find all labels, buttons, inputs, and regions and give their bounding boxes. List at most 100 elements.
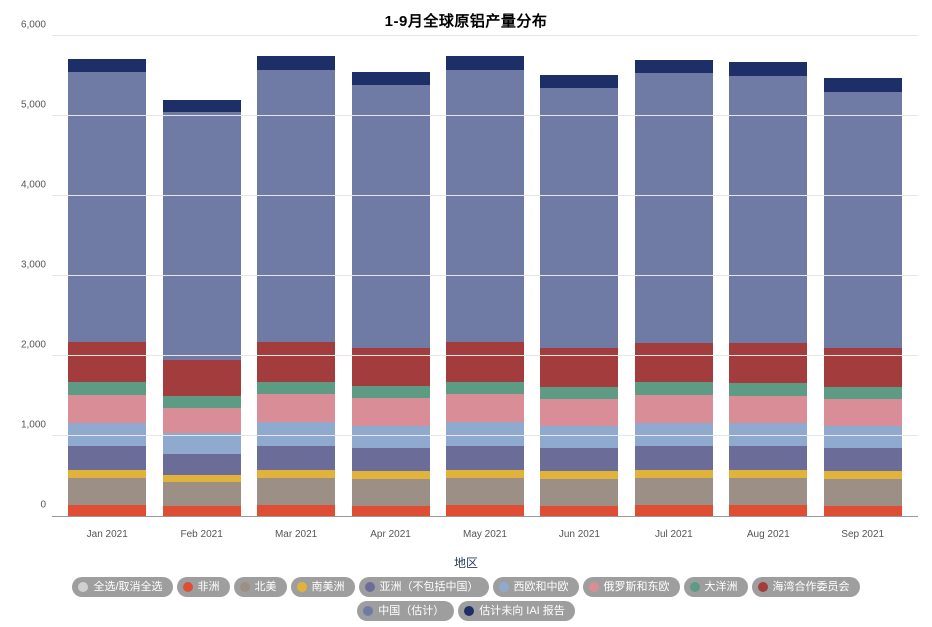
bar-column[interactable] [446,56,524,516]
bar-segment-unreported_iai[interactable] [163,100,241,112]
bar-segment-china_est[interactable] [824,92,902,349]
bar-segment-south_america[interactable] [163,475,241,482]
bar-segment-gcc[interactable] [635,343,713,383]
bar-segment-north_america[interactable] [824,479,902,505]
bar-segment-unreported_iai[interactable] [446,56,524,70]
bar-segment-russia_east_europe[interactable] [68,395,146,423]
bar-segment-north_america[interactable] [163,482,241,506]
bar-segment-asia_ex_china[interactable] [352,448,430,471]
bar-segment-asia_ex_china[interactable] [635,446,713,470]
bar-segment-russia_east_europe[interactable] [540,399,618,426]
bar-segment-asia_ex_china[interactable] [68,446,146,470]
bar-segment-africa[interactable] [540,506,618,516]
bar-segment-north_america[interactable] [729,478,807,505]
bar-segment-unreported_iai[interactable] [68,59,146,73]
legend-item[interactable]: 南美洲 [291,577,355,597]
bar-segment-unreported_iai[interactable] [540,75,618,88]
bar-segment-china_est[interactable] [729,76,807,343]
bar-segment-china_est[interactable] [635,73,713,343]
bar-segment-north_america[interactable] [257,478,335,505]
bar-column[interactable] [635,60,713,516]
bar-column[interactable] [68,59,146,516]
bar-segment-asia_ex_china[interactable] [540,448,618,471]
bar-segment-russia_east_europe[interactable] [824,399,902,426]
bar-segment-russia_east_europe[interactable] [257,394,335,422]
bar-segment-north_america[interactable] [352,479,430,505]
bar-segment-africa[interactable] [352,506,430,516]
bar-segment-gcc[interactable] [257,342,335,382]
bar-segment-unreported_iai[interactable] [729,62,807,76]
bar-segment-north_america[interactable] [446,478,524,505]
bar-segment-gcc[interactable] [352,348,430,386]
bar-segment-oceania[interactable] [824,387,902,399]
legend-item[interactable]: 估计未向 IAI 报告 [458,601,575,621]
bar-segment-oceania[interactable] [257,382,335,395]
bar-segment-china_est[interactable] [540,88,618,348]
bar-segment-gcc[interactable] [446,342,524,382]
legend-item[interactable]: 西欧和中欧 [493,577,579,597]
bar-segment-unreported_iai[interactable] [824,78,902,91]
legend-item[interactable]: 非洲 [177,577,230,597]
bar-segment-china_est[interactable] [257,70,335,342]
bar-column[interactable] [824,78,902,516]
bar-column[interactable] [257,56,335,516]
bar-segment-south_america[interactable] [824,471,902,479]
bar-segment-oceania[interactable] [163,396,241,408]
bar-segment-asia_ex_china[interactable] [163,454,241,476]
bar-segment-china_est[interactable] [163,112,241,360]
bar-segment-asia_ex_china[interactable] [257,446,335,470]
legend-item[interactable]: 中国（估计） [357,601,454,621]
bar-segment-unreported_iai[interactable] [257,56,335,70]
bar-segment-africa[interactable] [163,506,241,516]
bar-segment-russia_east_europe[interactable] [446,394,524,422]
bar-column[interactable] [729,62,807,516]
bar-segment-asia_ex_china[interactable] [824,448,902,471]
bar-column[interactable] [352,72,430,516]
bar-segment-south_america[interactable] [729,470,807,478]
bar-segment-russia_east_europe[interactable] [635,395,713,423]
legend-item[interactable]: 海湾合作委员会 [752,577,860,597]
bar-segment-south_america[interactable] [68,470,146,478]
bar-segment-asia_ex_china[interactable] [729,446,807,469]
bar-segment-china_est[interactable] [446,70,524,342]
bar-segment-oceania[interactable] [729,383,807,396]
legend-item[interactable]: 亚洲（不包括中国） [359,577,489,597]
bar-segment-south_america[interactable] [257,470,335,478]
bar-segment-north_america[interactable] [540,479,618,505]
bar-segment-africa[interactable] [446,505,524,516]
bar-segment-south_america[interactable] [635,470,713,478]
bar-segment-africa[interactable] [824,506,902,516]
bar-segment-oceania[interactable] [68,382,146,395]
bar-segment-west_central_europe[interactable] [540,426,618,448]
bar-segment-gcc[interactable] [68,342,146,382]
bar-segment-africa[interactable] [68,505,146,516]
bar-segment-west_central_europe[interactable] [824,426,902,448]
bar-segment-china_est[interactable] [68,72,146,342]
legend-item[interactable]: 俄罗斯和东欧 [583,577,680,597]
legend-item[interactable]: 全选/取消全选 [72,577,172,597]
bar-segment-north_america[interactable] [635,478,713,505]
bar-segment-gcc[interactable] [729,343,807,383]
bar-segment-asia_ex_china[interactable] [446,446,524,470]
bar-segment-oceania[interactable] [352,386,430,398]
bar-column[interactable] [540,75,618,516]
bar-segment-gcc[interactable] [163,360,241,396]
bar-segment-africa[interactable] [729,505,807,516]
bar-segment-west_central_europe[interactable] [352,426,430,448]
bar-segment-north_america[interactable] [68,478,146,505]
legend-item[interactable]: 北美 [234,577,287,597]
bar-segment-south_america[interactable] [446,470,524,478]
bar-segment-china_est[interactable] [352,85,430,347]
bar-segment-oceania[interactable] [540,387,618,399]
bar-segment-russia_east_europe[interactable] [163,408,241,433]
bar-segment-oceania[interactable] [446,382,524,395]
bar-segment-oceania[interactable] [635,382,713,395]
legend-item[interactable]: 大洋洲 [684,577,748,597]
bar-segment-russia_east_europe[interactable] [352,398,430,425]
bar-segment-africa[interactable] [257,505,335,516]
bar-column[interactable] [163,100,241,516]
bar-segment-russia_east_europe[interactable] [729,396,807,424]
bar-segment-africa[interactable] [635,505,713,516]
bar-segment-unreported_iai[interactable] [352,72,430,85]
bar-segment-south_america[interactable] [352,471,430,479]
